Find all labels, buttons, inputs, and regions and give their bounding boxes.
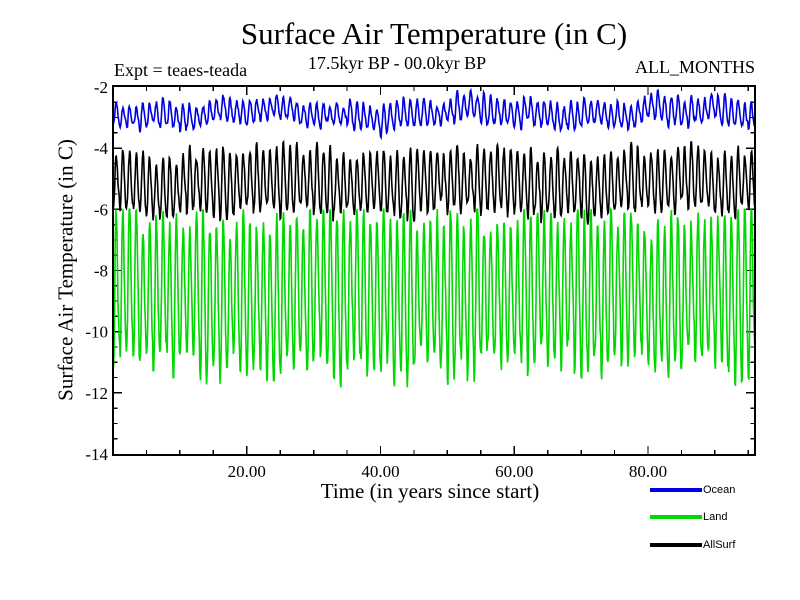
y-tick-label: -4 <box>94 139 109 158</box>
y-tick-label: -12 <box>85 384 108 403</box>
legend-label-ocean: Ocean <box>703 484 736 496</box>
x-axis-title: Time (in years since start) <box>320 479 540 503</box>
series-line-ocean <box>113 87 755 141</box>
legend-line-allsurf <box>650 543 702 547</box>
legend-line-ocean <box>650 488 702 492</box>
y-tick-label: -10 <box>85 323 108 342</box>
legend-entry-ocean: Ocean <box>650 484 735 496</box>
x-tick-label: 40.00 <box>361 462 399 481</box>
x-tick-label: 60.00 <box>495 462 533 481</box>
legend-entry-land: Land <box>650 511 727 523</box>
y-tick-label: -2 <box>94 78 108 97</box>
series-line-land <box>113 206 755 388</box>
y-tick-label: -6 <box>94 200 108 219</box>
chart-title: Surface Air Temperature (in C) <box>240 16 628 51</box>
legend-label-land: Land <box>703 511 728 523</box>
x-tick-label: 20.00 <box>228 462 266 481</box>
months-label: ALL_MONTHS <box>635 57 755 77</box>
time-range-label: 17.5kyr BP - 00.0kyr BP <box>307 53 487 73</box>
experiment-label: Expt = teaes-teada <box>114 60 248 80</box>
x-tick-label: 80.00 <box>629 462 667 481</box>
series-line-allsurf <box>113 139 755 225</box>
legend-label-allsurf: AllSurf <box>703 539 736 551</box>
legend-entry-allsurf: AllSurf <box>650 539 735 551</box>
y-tick-label: -8 <box>94 262 108 281</box>
legend-line-land <box>650 515 702 519</box>
y-tick-label: -14 <box>85 445 108 464</box>
